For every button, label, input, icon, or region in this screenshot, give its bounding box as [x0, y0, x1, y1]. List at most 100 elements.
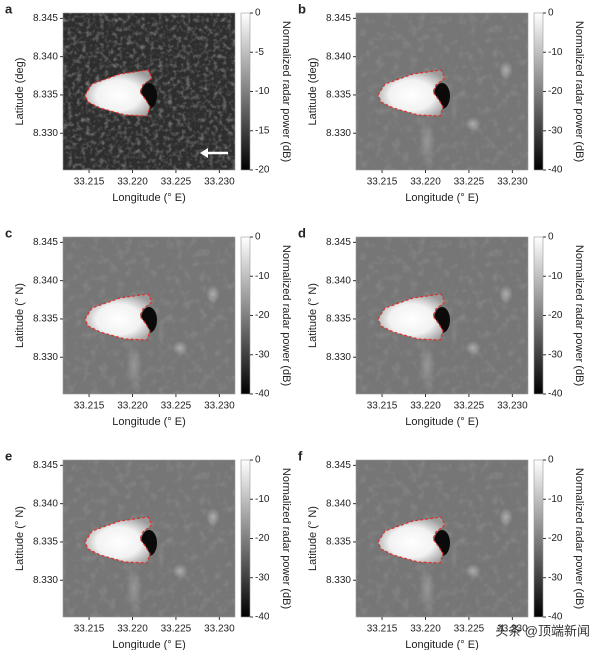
colorbar-tick-label: -5 [255, 47, 264, 58]
y-tick-label: 8.330 [33, 575, 58, 586]
colorbar-tick-label: 0 [255, 8, 261, 19]
crater-bright [85, 294, 152, 340]
x-tick-label: 33.230 [204, 177, 235, 188]
x-tick-label: 33.225 [161, 624, 192, 635]
y-tick-label: 8.335 [326, 314, 351, 325]
bright-spot [172, 341, 188, 355]
colorbar-tick-label: -30 [548, 572, 563, 583]
crater-outline [377, 69, 446, 117]
y-tick-label: 8.330 [326, 128, 351, 139]
bright-spot [206, 285, 220, 303]
panel: 33.215 33.220 33.225 33.230 8.345 8.340 8.335 8… [5, 448, 292, 650]
crater-bright [378, 517, 445, 563]
crater-bright [85, 70, 152, 116]
colorbar-tick-label: 0 [548, 232, 554, 243]
colorbar-tick-label: 0 [255, 455, 261, 466]
colorbar-tick-label: -30 [548, 349, 563, 360]
colorbar-tick-label: -20 [255, 310, 270, 321]
x-tick-label: 33.220 [410, 401, 441, 412]
colorbar-label: Normalized radar power (dB) [280, 245, 292, 386]
bright-spot [206, 508, 220, 526]
x-tick-label: 33.215 [367, 624, 398, 635]
y-tick-label: 8.335 [33, 90, 58, 101]
colorbar-tick-label: -20 [548, 310, 563, 321]
y-tick-label: 8.345 [326, 237, 351, 248]
image-frame [62, 12, 236, 171]
y-tick-label: 8.340 [326, 275, 351, 286]
colorbar [533, 459, 544, 618]
panel: 33.215 33.220 33.225 33.230 8.345 8.340 8.335 8… [298, 225, 585, 427]
x-axis-label: Longitude (° E) [405, 416, 479, 428]
x-axis-label: Longitude (° E) [112, 639, 186, 650]
colorbar-label: Normalized radar power (dB) [573, 21, 585, 162]
radar-image [63, 237, 235, 394]
y-axis-label: Latitude (deg) [307, 58, 319, 126]
panel: 33.215 33.220 33.225 33.230 8.345 8.340 8.335 8… [5, 225, 292, 427]
colorbar [240, 459, 251, 618]
streak [126, 567, 142, 611]
colorbar [240, 12, 251, 171]
y-tick-label: 8.330 [33, 128, 58, 139]
y-tick-label: 8.340 [33, 498, 58, 509]
y-tick-label: 8.330 [326, 352, 351, 363]
panel: 33.215 33.220 33.225 33.230 8.345 8.340 8.335 8… [5, 1, 292, 203]
crater-outline [84, 293, 153, 341]
x-tick-label: 33.215 [74, 401, 105, 412]
x-axis-label: Longitude (° E) [112, 192, 186, 204]
radar-image [356, 460, 528, 617]
x-tick-label: 33.225 [454, 401, 485, 412]
colorbar [533, 12, 544, 171]
x-tick-label: 33.230 [204, 624, 235, 635]
x-tick-label: 33.230 [497, 177, 528, 188]
watermark: 头条 @顶端新闻 [495, 623, 590, 638]
colorbar-label: Normalized radar power (dB) [280, 21, 292, 162]
y-axis-label: Latitude (° N) [14, 506, 26, 571]
colorbar-tick-label: -10 [548, 271, 563, 282]
bright-spot [465, 117, 481, 131]
x-tick-label: 33.225 [454, 177, 485, 188]
x-tick-label: 33.225 [161, 177, 192, 188]
colorbar-tick-label: -30 [255, 572, 270, 583]
streak [419, 567, 435, 611]
y-tick-label: 8.345 [33, 13, 58, 24]
panel-label: d [298, 225, 306, 240]
y-tick-label: 8.340 [33, 275, 58, 286]
colorbar-tick-label: -40 [255, 389, 270, 400]
bright-spot [465, 564, 481, 578]
streak [126, 344, 142, 388]
colorbar-tick-label: 0 [548, 455, 554, 466]
colorbar-tick-label: -30 [548, 125, 563, 136]
crater-bright [85, 517, 152, 563]
y-tick-label: 8.345 [33, 460, 58, 471]
y-tick-label: 8.340 [33, 51, 58, 62]
crater-outline [84, 69, 153, 117]
bright-spot [499, 508, 513, 526]
colorbar-tick-label: 0 [548, 8, 554, 19]
y-tick-label: 8.340 [326, 498, 351, 509]
panel: 33.215 33.220 33.225 33.230 8.345 8.340 8.335 8… [298, 1, 585, 203]
y-tick-label: 8.335 [33, 537, 58, 548]
y-axis-label: Latitude (° N) [307, 506, 319, 571]
crater-outline [377, 293, 446, 341]
x-tick-label: 33.225 [454, 624, 485, 635]
x-tick-label: 33.220 [410, 624, 441, 635]
bright-spot [172, 564, 188, 578]
streak [419, 120, 435, 164]
y-tick-label: 8.340 [326, 51, 351, 62]
colorbar-tick-label: -15 [255, 125, 270, 136]
colorbar [240, 236, 251, 395]
colorbar-tick-label: -10 [255, 271, 270, 282]
x-axis-label: Longitude (° E) [112, 416, 186, 428]
y-axis-label: Latitude (° N) [307, 283, 319, 348]
panel-label: f [298, 448, 303, 463]
radar-image [63, 13, 235, 170]
image-frame [355, 459, 529, 618]
bright-spot [499, 61, 513, 79]
image-frame [355, 236, 529, 395]
x-tick-label: 33.220 [410, 177, 441, 188]
image-frame [62, 236, 236, 395]
radar-image [63, 460, 235, 617]
y-tick-label: 8.345 [33, 237, 58, 248]
streak [419, 344, 435, 388]
